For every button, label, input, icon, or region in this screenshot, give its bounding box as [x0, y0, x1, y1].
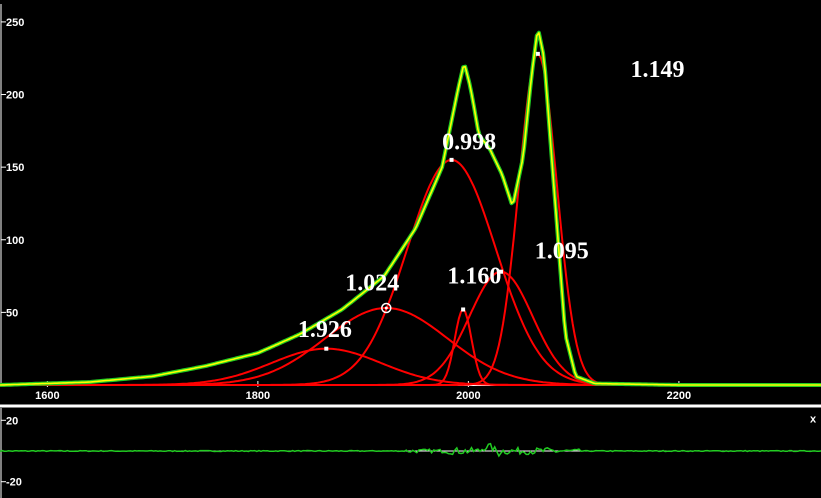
component-curve [0, 270, 821, 386]
y-tick-label: 50 [6, 307, 18, 319]
peak-marker [324, 346, 329, 351]
residual-corner-label: x [810, 413, 817, 425]
selected-peak-marker [381, 302, 392, 314]
component-curves [0, 53, 821, 386]
y-tick-label: 200 [6, 90, 24, 102]
residual-y-tick-label: -20 [6, 477, 22, 489]
y-tick-label: 150 [6, 162, 24, 174]
x-tick-label: 2000 [456, 390, 480, 402]
peak-marker [461, 307, 466, 312]
x-axis-strip [0, 386, 821, 404]
measured-trace [0, 30, 821, 387]
annotations: 1.926 1.024 0.998 1.160 1.095 1.149 [298, 57, 685, 343]
fit-plot: 1600 1800 2000 2200 50 100 150 200 250 1.926 1.02… [0, 4, 821, 404]
peak-marker [499, 269, 504, 274]
peak-annotation: 1.095 [535, 239, 589, 265]
measured-line [0, 30, 821, 387]
peak-marker [449, 157, 454, 162]
y-tick-label: 100 [6, 235, 24, 247]
peak-marker [535, 51, 540, 56]
fit-envelope [0, 31, 821, 386]
x-tick-label: 2200 [667, 390, 691, 402]
peak-annotation: 1.149 [630, 57, 684, 83]
residual-axes: 20 -20 x [0, 404, 821, 498]
peak-annotation: 0.998 [442, 130, 496, 156]
residual-lines [0, 442, 821, 458]
residual-trace [0, 442, 821, 458]
peak-annotation: 1.024 [345, 271, 399, 297]
envelope-line [0, 31, 821, 386]
x-tick-label: 1600 [35, 390, 59, 402]
peak-marker [384, 306, 388, 310]
x-tick-label: 1800 [246, 390, 270, 402]
y-tick-label: 250 [6, 17, 24, 29]
peak-annotation: 1.160 [447, 263, 501, 289]
peak-markers [324, 51, 540, 351]
residual-y-tick-label: 20 [6, 415, 18, 427]
peak-annotation: 1.926 [298, 317, 352, 343]
component-curve [0, 158, 821, 386]
axes: 1600 1800 2000 2200 50 100 150 200 250 [0, 4, 821, 404]
residual-plot: 20 -20 x [0, 404, 821, 498]
component-curve [0, 53, 821, 386]
